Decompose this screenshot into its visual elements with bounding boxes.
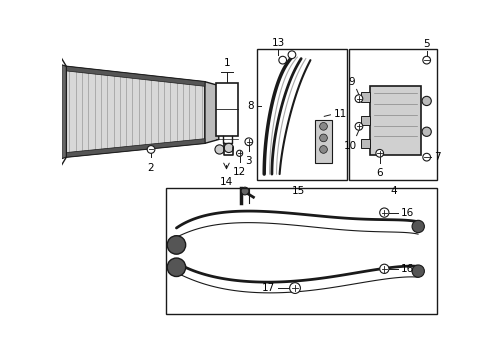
Text: 13: 13 (271, 38, 285, 48)
Text: 1: 1 (224, 58, 231, 68)
Text: 10: 10 (343, 141, 357, 151)
Bar (217, 83, 238, 136)
Text: 9: 9 (348, 77, 355, 87)
Bar (167, 188, 438, 314)
Circle shape (241, 187, 249, 195)
Text: 16: 16 (401, 208, 415, 217)
Bar (361, 116, 370, 125)
Bar (349, 49, 438, 180)
Text: 3: 3 (245, 156, 252, 166)
Text: 5: 5 (423, 39, 430, 49)
Polygon shape (62, 65, 66, 159)
Circle shape (147, 145, 155, 153)
Polygon shape (66, 139, 205, 157)
Polygon shape (66, 66, 205, 86)
Circle shape (376, 149, 384, 157)
Circle shape (237, 150, 243, 156)
Text: 2: 2 (147, 163, 154, 172)
Circle shape (412, 220, 424, 233)
Circle shape (422, 127, 431, 136)
Circle shape (355, 95, 363, 103)
Bar (361, 139, 370, 148)
Circle shape (412, 265, 424, 277)
Circle shape (423, 56, 431, 64)
Circle shape (215, 145, 224, 154)
Text: 16: 16 (401, 264, 415, 274)
Text: 4: 4 (390, 186, 397, 195)
Text: 17: 17 (262, 283, 275, 293)
Circle shape (279, 56, 287, 64)
Circle shape (288, 51, 296, 59)
Circle shape (290, 283, 300, 293)
Text: 12: 12 (233, 167, 246, 177)
Circle shape (380, 208, 389, 217)
Text: 8: 8 (247, 101, 253, 111)
Circle shape (245, 138, 253, 145)
Circle shape (319, 145, 327, 153)
Circle shape (423, 153, 431, 161)
Bar (315, 120, 332, 163)
Polygon shape (205, 82, 219, 143)
Text: 14: 14 (220, 177, 233, 187)
Circle shape (319, 134, 327, 142)
Text: 6: 6 (376, 168, 383, 178)
Text: 15: 15 (292, 186, 305, 195)
Bar (361, 93, 370, 102)
Text: 11: 11 (334, 109, 347, 119)
Circle shape (319, 122, 327, 130)
Bar (370, 86, 420, 155)
Circle shape (167, 236, 186, 254)
Circle shape (355, 122, 363, 130)
Bar (257, 49, 347, 180)
Text: 7: 7 (434, 152, 440, 162)
Circle shape (167, 258, 186, 276)
Circle shape (224, 143, 233, 153)
Polygon shape (66, 66, 205, 157)
Circle shape (422, 96, 431, 105)
Circle shape (380, 264, 389, 274)
